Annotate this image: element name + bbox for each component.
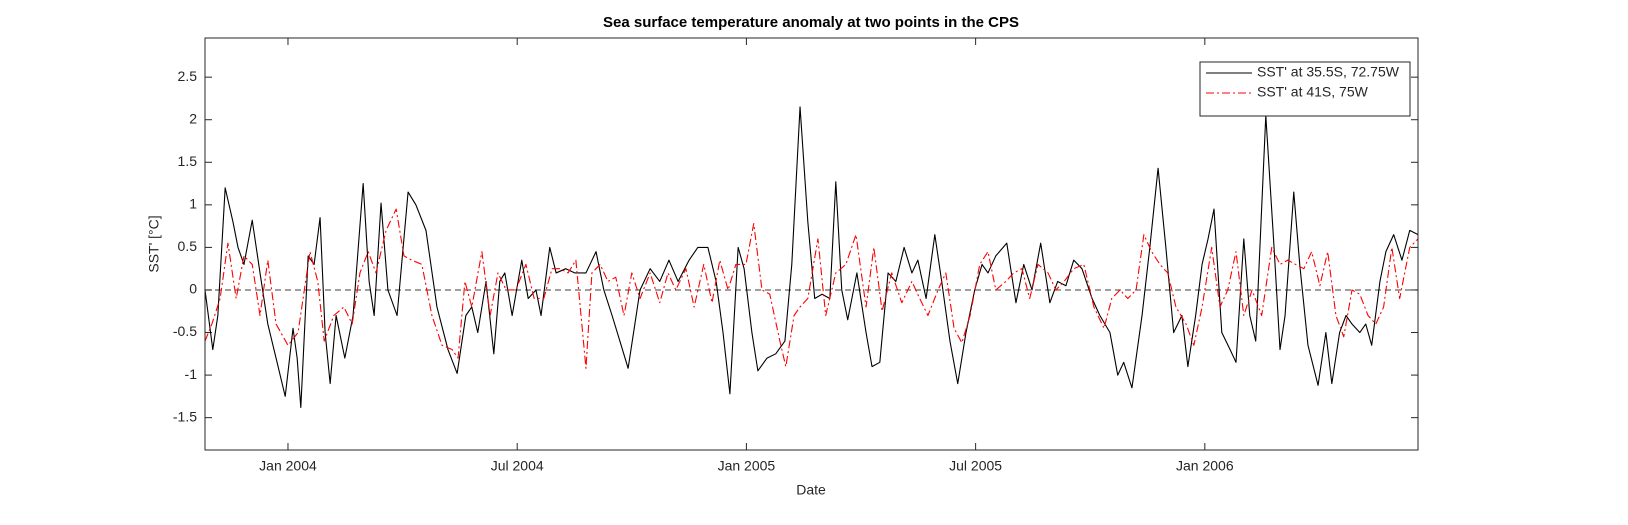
x-tick-label: Jan 2004: [259, 458, 317, 474]
series-line: [204, 208, 1419, 369]
legend-box: [1199, 61, 1411, 117]
axes-box: [204, 37, 1419, 451]
chart-title: Sea surface temperature anomaly at two p…: [603, 14, 1019, 31]
y-tick-label: -1.5: [173, 408, 197, 424]
y-tick-label: 1.5: [178, 153, 198, 169]
y-tick-label: -1: [185, 366, 198, 382]
y-tick-label: 2: [189, 110, 197, 126]
series-line: [204, 106, 1419, 408]
y-tick-label: 0.5: [178, 238, 198, 254]
y-axis-label: SST' [°C]: [146, 215, 162, 272]
x-tick-label: Jul 2004: [491, 458, 544, 474]
legend-label: SST' at 41S, 75W: [1257, 84, 1369, 100]
legend-label: SST' at 35.5S, 72.75W: [1257, 64, 1400, 80]
x-tick-label: Jan 2005: [718, 458, 776, 474]
x-axis-label: Date: [796, 482, 826, 498]
y-tick-label: -0.5: [173, 323, 197, 339]
x-tick-label: Jul 2005: [949, 458, 1002, 474]
x-tick-label: Jan 2006: [1176, 458, 1234, 474]
y-tick-label: 2.5: [178, 68, 198, 84]
y-tick-label: 0: [189, 281, 197, 297]
y-tick-label: 1: [189, 196, 197, 212]
